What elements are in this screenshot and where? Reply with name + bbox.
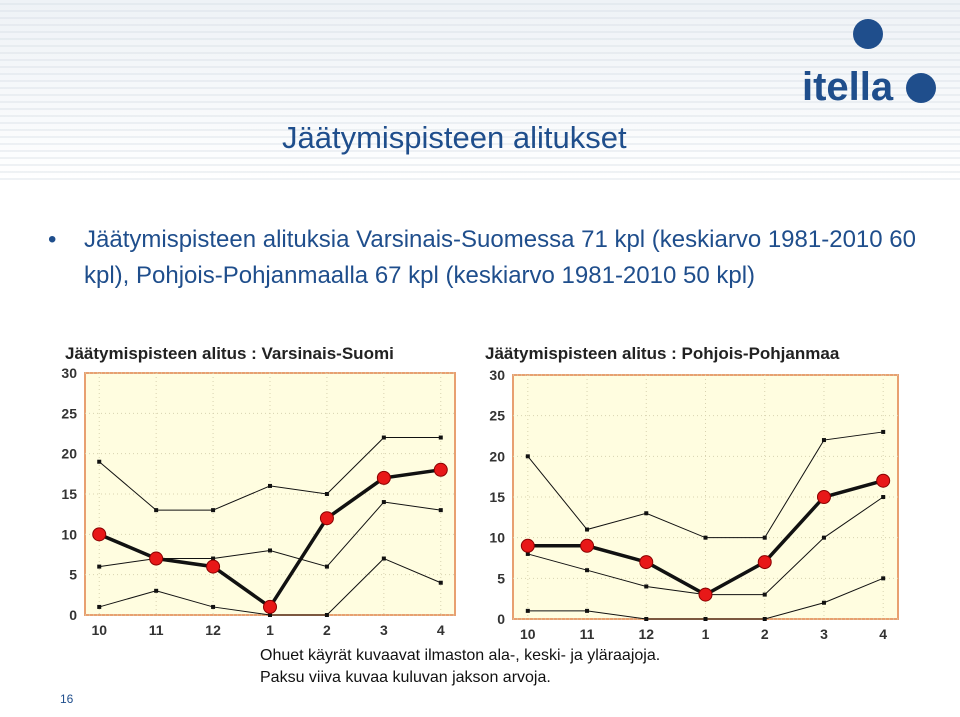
data-point-current [757, 555, 772, 570]
data-point-current [149, 551, 164, 566]
chart-caption: Ohuet käyrät kuvaavat ilmaston ala-, kes… [260, 647, 661, 686]
y-tick-label: 5 [69, 567, 77, 583]
data-point-upper [97, 459, 102, 464]
y-tick-label: 10 [489, 530, 505, 546]
data-point-current [698, 587, 713, 602]
x-tick-label: 1 [266, 622, 274, 638]
data-point-middle [585, 568, 590, 573]
data-point-middle [821, 535, 826, 540]
data-point-upper [268, 483, 272, 488]
data-point-current [816, 490, 831, 504]
y-tick-label: 15 [61, 486, 77, 502]
data-point-lower [762, 617, 767, 621]
x-tick-label: 2 [323, 622, 331, 638]
bullet-icon: • [48, 226, 57, 253]
data-point-upper [525, 454, 530, 459]
x-tick-label: 10 [520, 626, 536, 640]
data-point-current [263, 599, 277, 614]
x-tick-label: 12 [638, 626, 654, 640]
data-point-middle [762, 592, 767, 597]
y-tick-label: 5 [497, 570, 505, 586]
bullet-text: Jäätymispisteen alituksia Varsinais-Suom… [84, 226, 916, 289]
data-point-lower [211, 604, 216, 609]
chart-varsinais-suomi: Jäätymispisteen alitus : Varsinais-Suomi… [55, 340, 465, 640]
data-point-upper [324, 492, 329, 496]
data-point-middle [97, 564, 102, 569]
y-tick-label: 20 [489, 448, 505, 464]
logo-dot-right [906, 73, 936, 103]
data-point-middle [644, 584, 649, 589]
data-point-current [206, 559, 221, 574]
data-point-middle [438, 508, 443, 513]
y-tick-label: 30 [489, 367, 505, 383]
y-tick-label: 0 [69, 607, 77, 623]
chart-title: Jäätymispisteen alitus : Varsinais-Suomi [65, 344, 394, 363]
bullet-item: • Jäätymispisteen alituksia Varsinais-Su… [48, 222, 928, 294]
y-tick-label: 15 [489, 489, 505, 505]
data-point-current [433, 462, 448, 477]
data-point-upper [762, 535, 767, 540]
data-point-middle [881, 495, 886, 499]
y-tick-label: 30 [61, 365, 77, 381]
x-tick-label: 11 [149, 622, 164, 638]
data-point-current [580, 538, 595, 553]
slide-title: Jäätymispisteen alitukset [282, 120, 627, 155]
logo-dot-top [853, 19, 883, 49]
x-tick-label: 4 [879, 626, 887, 640]
data-point-lower [644, 617, 649, 621]
data-point-lower [324, 613, 329, 617]
x-tick-label: 3 [380, 622, 388, 638]
data-point-upper [585, 527, 590, 532]
slide-number: 16 [60, 692, 74, 706]
data-point-current [319, 511, 334, 526]
data-point-current [639, 555, 654, 570]
data-point-current [876, 473, 891, 488]
data-point-lower [438, 580, 443, 585]
data-point-lower [381, 556, 386, 561]
data-point-lower [881, 576, 886, 581]
header-background [0, 0, 960, 180]
data-point-current [520, 538, 535, 553]
itella-logo: itella [802, 19, 936, 108]
x-tick-label: 2 [761, 626, 769, 640]
data-point-upper [881, 429, 886, 434]
data-point-lower [154, 588, 159, 593]
data-point-lower [821, 600, 826, 605]
data-point-lower [703, 617, 708, 621]
data-point-upper [381, 435, 386, 440]
data-point-middle [381, 500, 386, 505]
y-tick-label: 20 [61, 446, 77, 462]
y-tick-label: 25 [61, 405, 77, 421]
data-point-current [376, 470, 391, 485]
x-tick-label: 1 [702, 626, 710, 640]
y-tick-label: 25 [489, 408, 505, 424]
data-point-middle [268, 548, 272, 553]
data-point-upper [154, 508, 159, 513]
data-point-middle [525, 551, 530, 556]
data-point-middle [211, 556, 216, 561]
y-tick-label: 0 [497, 611, 505, 627]
x-tick-label: 3 [820, 626, 828, 640]
y-tick-label: 10 [61, 526, 77, 542]
data-point-lower [268, 613, 272, 617]
x-tick-label: 12 [205, 622, 221, 638]
data-point-current [92, 527, 107, 542]
data-point-upper [644, 511, 649, 516]
data-point-lower [585, 608, 590, 613]
logo-wordmark: itella [802, 65, 894, 108]
data-point-upper [211, 508, 216, 513]
chart-title: Jäätymispisteen alitus : Pohjois-Pohjanm… [485, 344, 840, 363]
data-point-upper [821, 438, 826, 443]
data-point-lower [525, 608, 530, 613]
x-tick-label: 4 [437, 622, 445, 638]
data-point-upper [703, 535, 708, 540]
data-point-middle [324, 564, 329, 569]
data-point-lower [97, 604, 102, 609]
x-tick-label: 11 [580, 626, 595, 640]
chart-pohjois-pohjanmaa: Jäätymispisteen alitus : Pohjois-Pohjanm… [475, 340, 910, 642]
x-tick-label: 10 [91, 622, 107, 638]
data-point-upper [438, 435, 443, 440]
